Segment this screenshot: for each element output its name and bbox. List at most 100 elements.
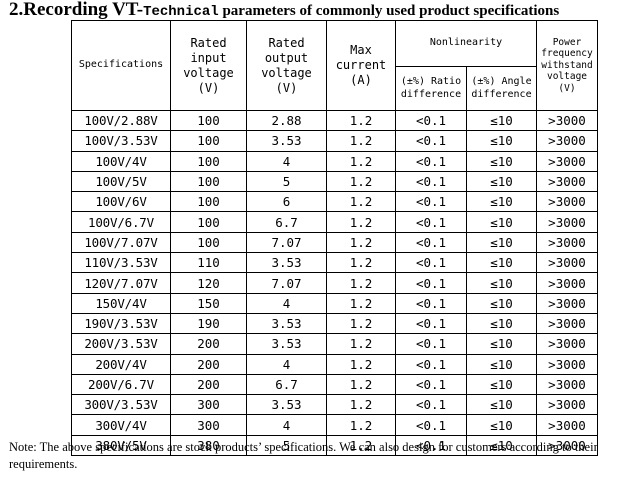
ratio-difference-cell: <0.1 [395,211,467,233]
output-voltage-cell: 7.07 [246,231,327,254]
ratio-difference-cell: <0.1 [395,109,467,132]
output-voltage-cell: 3.53 [246,394,327,416]
table-row: 200V/4V 200 4 1.2 <0.1 ≤10 >3000 [71,353,598,375]
angle-difference-cell: ≤10 [466,272,537,294]
table-body: 100V/2.88V 100 2.88 1.2 <0.1 ≤10 >3000 100V/3.5… [71,109,598,457]
output-voltage-cell: 4 [246,150,327,172]
input-voltage-cell: 120 [170,272,247,294]
spec-cell: 100V/5V [71,170,171,193]
output-voltage-cell: 3.53 [246,333,327,355]
output-voltage-cell: 2.88 [246,109,327,132]
max-current-cell: 1.2 [326,333,396,355]
spec-cell: 100V/4V [71,150,171,172]
input-voltage-cell: 300 [170,394,247,416]
table-row: 300V/4V 300 4 1.2 <0.1 ≤10 >3000 [71,414,598,436]
withstand-voltage-cell: >3000 [536,353,598,375]
output-voltage-cell: 7.07 [246,272,327,294]
page-heading: 2.Recording VT-Technical parameters of c… [9,0,559,22]
withstand-voltage-cell: >3000 [536,434,598,457]
output-voltage-cell: 5 [246,170,327,193]
output-voltage-cell: 4 [246,353,327,375]
ratio-difference-cell: <0.1 [395,150,467,172]
input-voltage-cell: 100 [170,170,247,193]
table-row: 110V/3.53V 110 3.53 1.2 <0.1 ≤10 >3000 [71,252,598,274]
angle-difference-cell: ≤10 [466,109,537,132]
withstand-voltage-cell: >3000 [536,414,598,436]
ratio-difference-cell: <0.1 [395,292,467,314]
angle-difference-cell: ≤10 [466,414,537,436]
max-current-cell: 1.2 [326,394,396,416]
ratio-difference-cell: <0.1 [395,373,467,396]
input-voltage-cell: 200 [170,373,247,396]
max-current-cell: 1.2 [326,373,396,396]
output-voltage-cell: 3.53 [246,130,327,152]
output-voltage-cell: 3.53 [246,252,327,274]
ratio-difference-cell: <0.1 [395,312,467,335]
angle-difference-cell: ≤10 [466,170,537,193]
header-specifications: Specifications [71,20,171,111]
input-voltage-cell: 100 [170,109,247,132]
max-current-cell: 1.2 [326,150,396,172]
ratio-difference-cell: <0.1 [395,272,467,294]
angle-difference-cell: ≤10 [466,150,537,172]
withstand-voltage-cell: >3000 [536,191,598,213]
spec-cell: 200V/6.7V [71,373,171,396]
input-voltage-cell: 100 [170,211,247,233]
table-row: 150V/4V 150 4 1.2 <0.1 ≤10 >3000 [71,292,598,314]
max-current-cell: 1.2 [326,231,396,254]
ratio-difference-cell: <0.1 [395,130,467,152]
spec-cell: 120V/7.07V [71,272,171,294]
table-row: 190V/3.53V 190 3.53 1.2 <0.1 ≤10 >3000 [71,312,598,335]
specifications-table: Specifications Rated input voltage (V) R… [71,20,598,457]
angle-difference-cell: ≤10 [466,312,537,335]
output-voltage-cell: 6.7 [246,211,327,233]
withstand-voltage-cell: >3000 [536,292,598,314]
ratio-difference-cell: <0.1 [395,252,467,274]
header-power-frequency-withstand: Power frequency withstand voltage (V) [536,20,598,111]
input-voltage-cell: 100 [170,130,247,152]
withstand-voltage-cell: >3000 [536,150,598,172]
withstand-voltage-cell: >3000 [536,312,598,335]
input-voltage-cell: 300 [170,414,247,436]
max-current-cell: 1.2 [326,252,396,274]
heading-title: 2.Recording VT [9,0,137,20]
withstand-voltage-cell: >3000 [536,373,598,396]
max-current-cell: 1.2 [326,170,396,193]
max-current-cell: 1.2 [326,109,396,132]
spec-cell: 300V/3.53V [71,394,171,416]
input-voltage-cell: 110 [170,252,247,274]
input-voltage-cell: 200 [170,353,247,375]
ratio-difference-cell: <0.1 [395,231,467,254]
spec-cell: 100V/7.07V [71,231,171,254]
withstand-voltage-cell: >3000 [536,211,598,233]
input-voltage-cell: 200 [170,333,247,355]
ratio-difference-cell: <0.1 [395,333,467,355]
footnote: Note: The above specifications are stock… [9,440,598,471]
angle-difference-cell: ≤10 [466,292,537,314]
ratio-difference-cell: <0.1 [395,170,467,193]
spec-cell: 100V/3.53V [71,130,171,152]
ratio-difference-cell: <0.1 [395,353,467,375]
output-voltage-cell: 6 [246,191,327,213]
input-voltage-cell: 150 [170,292,247,314]
angle-difference-cell: ≤10 [466,191,537,213]
angle-difference-cell: ≤10 [466,231,537,254]
spec-cell: 190V/3.53V [71,312,171,335]
output-voltage-cell: 6.7 [246,373,327,396]
angle-difference-cell: ≤10 [466,130,537,152]
max-current-cell: 1.2 [326,414,396,436]
spec-cell: 110V/3.53V [71,252,171,274]
header-rated-input-voltage: Rated input voltage (V) [170,20,247,111]
spec-cell: 300V/4V [71,414,171,436]
spec-cell: 100V/6V [71,191,171,213]
withstand-voltage-cell: >3000 [536,394,598,416]
heading-dash: - [136,0,144,20]
spec-cell: 150V/4V [71,292,171,314]
spec-cell: 100V/6.7V [71,211,171,233]
table-row: 200V/6.7V 200 6.7 1.2 <0.1 ≤10 >3000 [71,373,598,396]
table-row: 380V/5V 380 5 1.2 <0.1 ≤10 >3000 [71,434,598,457]
angle-difference-cell: ≤10 [466,353,537,375]
table-row: 100V/7.07V 100 7.07 1.2 <0.1 ≤10 >3000 [71,231,598,254]
table-row: 100V/6.7V 100 6.7 1.2 <0.1 ≤10 >3000 [71,211,598,233]
max-current-cell: 1.2 [326,211,396,233]
